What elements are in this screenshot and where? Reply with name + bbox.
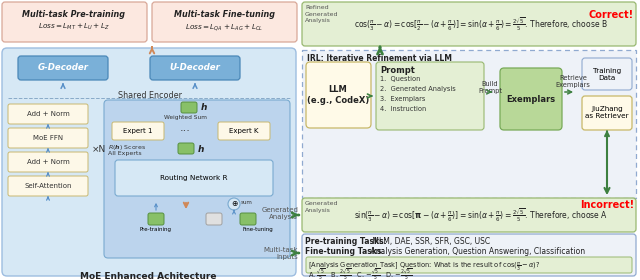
FancyBboxPatch shape — [218, 122, 270, 140]
Text: Multi-task Pre-training: Multi-task Pre-training — [22, 10, 125, 19]
Text: Multi-task
Inputs: Multi-task Inputs — [264, 248, 298, 260]
Text: $\boldsymbol{h}$: $\boldsymbol{h}$ — [244, 213, 252, 225]
FancyBboxPatch shape — [306, 257, 632, 273]
FancyBboxPatch shape — [2, 48, 296, 276]
Text: $\boldsymbol{h}$: $\boldsymbol{h}$ — [152, 213, 160, 225]
Text: 1.  Question: 1. Question — [380, 76, 420, 82]
Text: ⊕: ⊕ — [231, 199, 237, 209]
Text: Multi-task Fine-tuning: Multi-task Fine-tuning — [173, 10, 275, 19]
FancyBboxPatch shape — [8, 176, 88, 196]
FancyBboxPatch shape — [8, 128, 88, 148]
Text: $\boldsymbol{p}$: $\boldsymbol{p}$ — [210, 213, 218, 225]
Text: A. $\frac{\sqrt{5}}{5}$   B. $\frac{2\sqrt{5}}{5}$   C. $-\frac{\sqrt{5}}{5}$   : A. $\frac{\sqrt{5}}{5}$ B. $\frac{2\sqrt… — [308, 267, 412, 280]
FancyBboxPatch shape — [178, 143, 194, 154]
FancyBboxPatch shape — [306, 62, 371, 128]
Text: Pre-training Tasks:: Pre-training Tasks: — [305, 237, 387, 246]
Text: MoE Enhanced Achitecture: MoE Enhanced Achitecture — [80, 272, 216, 280]
Text: Incorrect!: Incorrect! — [580, 200, 634, 210]
Text: Generated
Analysis: Generated Analysis — [305, 201, 339, 213]
FancyBboxPatch shape — [18, 56, 108, 80]
Text: JiuZhang
as Retriever: JiuZhang as Retriever — [585, 106, 629, 120]
FancyBboxPatch shape — [582, 58, 632, 90]
Text: 3.  Exemplars: 3. Exemplars — [380, 96, 426, 102]
Text: All Experts: All Experts — [108, 151, 141, 156]
Text: Shared Encoder: Shared Encoder — [118, 91, 182, 100]
Text: IRL: Iterative Refinement via LLM: IRL: Iterative Refinement via LLM — [307, 54, 452, 63]
Text: $\cos(\frac{\pi}{3}-\alpha)=\cos[\frac{\pi}{2}-(\alpha+\frac{\pi}{6})]=\sin(\alp: $\cos(\frac{\pi}{3}-\alpha)=\cos[\frac{\… — [354, 15, 608, 33]
Text: Self-Attention: Self-Attention — [24, 183, 72, 189]
FancyBboxPatch shape — [302, 198, 636, 232]
Text: Expert K: Expert K — [229, 128, 259, 134]
Text: G-Decoder: G-Decoder — [38, 64, 88, 73]
Text: MLM, DAE, SSR, SFR, GSC, USC: MLM, DAE, SSR, SFR, GSC, USC — [370, 237, 490, 246]
Text: ···: ··· — [180, 126, 191, 136]
FancyBboxPatch shape — [181, 102, 197, 113]
Text: $Loss = L_{MT} + L_{U} + L_{Z}$: $Loss = L_{MT} + L_{U} + L_{Z}$ — [38, 22, 110, 32]
Text: Refined
Generated
Analysis: Refined Generated Analysis — [305, 5, 339, 23]
FancyBboxPatch shape — [302, 234, 636, 276]
FancyBboxPatch shape — [302, 2, 636, 46]
FancyBboxPatch shape — [500, 68, 562, 130]
FancyBboxPatch shape — [150, 56, 240, 80]
Text: Training
Data: Training Data — [593, 67, 621, 81]
Text: Analysis Generation, Question Answering, Classification: Analysis Generation, Question Answering,… — [368, 247, 585, 256]
Bar — [302, 50, 636, 198]
Text: sum: sum — [241, 199, 253, 204]
Text: ×N: ×N — [92, 146, 106, 155]
Text: Generated
Analysis: Generated Analysis — [261, 207, 298, 221]
Text: LLM
(e.g., CodeX): LLM (e.g., CodeX) — [307, 85, 369, 105]
FancyBboxPatch shape — [240, 213, 256, 225]
Text: 4.  Instruction: 4. Instruction — [380, 106, 426, 112]
Text: Exemplars: Exemplars — [506, 95, 556, 104]
Text: Fine-tuning: Fine-tuning — [243, 227, 273, 232]
Text: U-Decoder: U-Decoder — [170, 64, 220, 73]
FancyBboxPatch shape — [8, 152, 88, 172]
Text: Add + Norm: Add + Norm — [27, 111, 69, 117]
Text: $R(\boldsymbol{h})$ Scores: $R(\boldsymbol{h})$ Scores — [108, 143, 146, 152]
Text: $\sin(\frac{\pi}{3}-\alpha)=\cos[\mathbf{\pi}-(\alpha+\frac{\pi}{6})]=\sin(\alph: $\sin(\frac{\pi}{3}-\alpha)=\cos[\mathbf… — [354, 206, 608, 224]
FancyBboxPatch shape — [2, 2, 147, 42]
FancyBboxPatch shape — [115, 160, 273, 196]
Text: Correct!: Correct! — [589, 10, 634, 20]
Circle shape — [228, 198, 240, 210]
FancyBboxPatch shape — [8, 104, 88, 124]
Text: Routing Network R: Routing Network R — [160, 175, 228, 181]
Text: Add + Norm: Add + Norm — [27, 159, 69, 165]
FancyBboxPatch shape — [104, 100, 290, 258]
Text: Build
Prompt: Build Prompt — [478, 81, 502, 95]
FancyBboxPatch shape — [148, 213, 164, 225]
Text: $\boldsymbol{h}$: $\boldsymbol{h}$ — [200, 102, 208, 113]
Text: 2.  Generated Analysis: 2. Generated Analysis — [380, 86, 456, 92]
Text: $Loss = L_{QA} + L_{AG} + L_{CL}$: $Loss = L_{QA} + L_{AG} + L_{CL}$ — [185, 22, 263, 32]
Text: Retrieve
Exemplars: Retrieve Exemplars — [556, 76, 591, 88]
FancyBboxPatch shape — [152, 2, 297, 42]
FancyBboxPatch shape — [206, 213, 222, 225]
Text: [Analysis Generation Task] Question: What is the result of $\cos(\frac{\pi}{3}-\: [Analysis Generation Task] Question: Wha… — [308, 260, 540, 273]
Text: Prompt: Prompt — [380, 66, 415, 75]
Text: MoE FFN: MoE FFN — [33, 135, 63, 141]
Text: $\boldsymbol{h}$: $\boldsymbol{h}$ — [197, 143, 205, 155]
FancyBboxPatch shape — [582, 96, 632, 130]
Text: Weighted Sum: Weighted Sum — [163, 115, 207, 120]
FancyBboxPatch shape — [112, 122, 164, 140]
Text: Fine-tuning Tasks:: Fine-tuning Tasks: — [305, 247, 385, 256]
FancyBboxPatch shape — [376, 62, 484, 130]
Text: Pre-training: Pre-training — [140, 227, 172, 232]
Text: Expert 1: Expert 1 — [124, 128, 153, 134]
